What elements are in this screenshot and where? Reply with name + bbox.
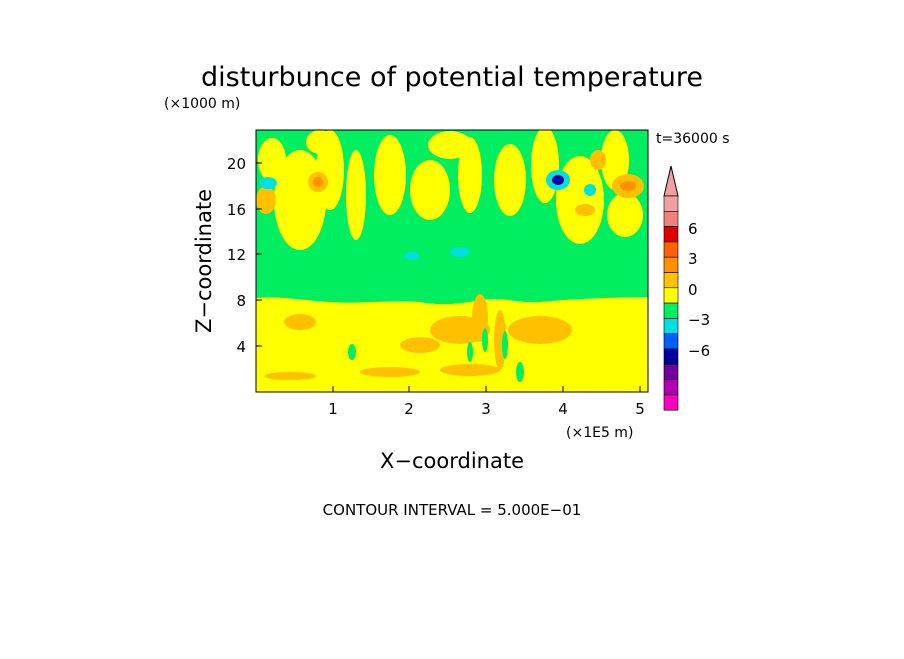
x-unit-label: (×1E5 m) (566, 425, 633, 441)
x-tick-label: 5 (635, 400, 645, 418)
colorbar-segment (663, 256, 679, 273)
colorbar-segment (663, 272, 679, 289)
colorbar-segment (663, 363, 679, 380)
colorbar-labels: 6 3 0 −3 −6 (688, 220, 710, 360)
y-axis-label: Z−coordinate (192, 189, 216, 333)
y-tick-label: 20 (227, 155, 246, 173)
colorbar-segment (663, 348, 679, 365)
colorbar-segment (663, 287, 679, 304)
x-tick-label: 4 (558, 400, 568, 418)
colorbar-segment (663, 302, 679, 319)
x-axis-label: X−coordinate (380, 449, 524, 473)
colorbar (663, 165, 679, 411)
x-tick-label: 2 (404, 400, 414, 418)
colorbar-segment (663, 195, 679, 212)
colorbar-segment (663, 318, 679, 334)
colorbar-segment (663, 394, 679, 411)
x-tick-label: 1 (328, 400, 338, 418)
x-tick-label: 3 (481, 400, 491, 418)
y-tick-label: 4 (236, 338, 246, 356)
colorbar-tick-label: 6 (688, 220, 698, 238)
warm-patches (256, 150, 644, 380)
chart-title: disturbunce of potential temperature (201, 62, 703, 93)
lower-green-streaks (348, 328, 524, 382)
colorbar-tick-label: 0 (688, 281, 698, 299)
colorbar-segment (663, 226, 679, 243)
colorbar-segment (663, 333, 679, 350)
plot-area (256, 130, 648, 392)
y-tick-label: 12 (227, 246, 246, 264)
colorbar-tick-label: −3 (688, 311, 710, 329)
warmer-patches (313, 177, 636, 191)
plot-frame (255, 129, 649, 393)
colorbar-tick-label: 3 (688, 250, 698, 268)
cold-core (552, 175, 564, 185)
colorbar-segment (663, 379, 679, 396)
x-axis: 1 2 3 4 5 (328, 386, 645, 418)
time-label: t=36000 s (656, 131, 730, 147)
upper-waves (258, 130, 643, 250)
colorbar-top-arrow (663, 165, 679, 197)
y-unit-label: (×1000 m) (164, 96, 240, 112)
contour-interval-label: CONTOUR INTERVAL = 5.000E−01 (323, 501, 582, 519)
colorbar-segment (663, 211, 679, 227)
colorbar-tick-label: −6 (688, 342, 710, 360)
y-tick-label: 8 (236, 292, 246, 310)
colorbar-segment (663, 241, 679, 258)
y-tick-label: 16 (227, 201, 246, 219)
y-axis: 4 8 12 16 20 (227, 155, 262, 356)
